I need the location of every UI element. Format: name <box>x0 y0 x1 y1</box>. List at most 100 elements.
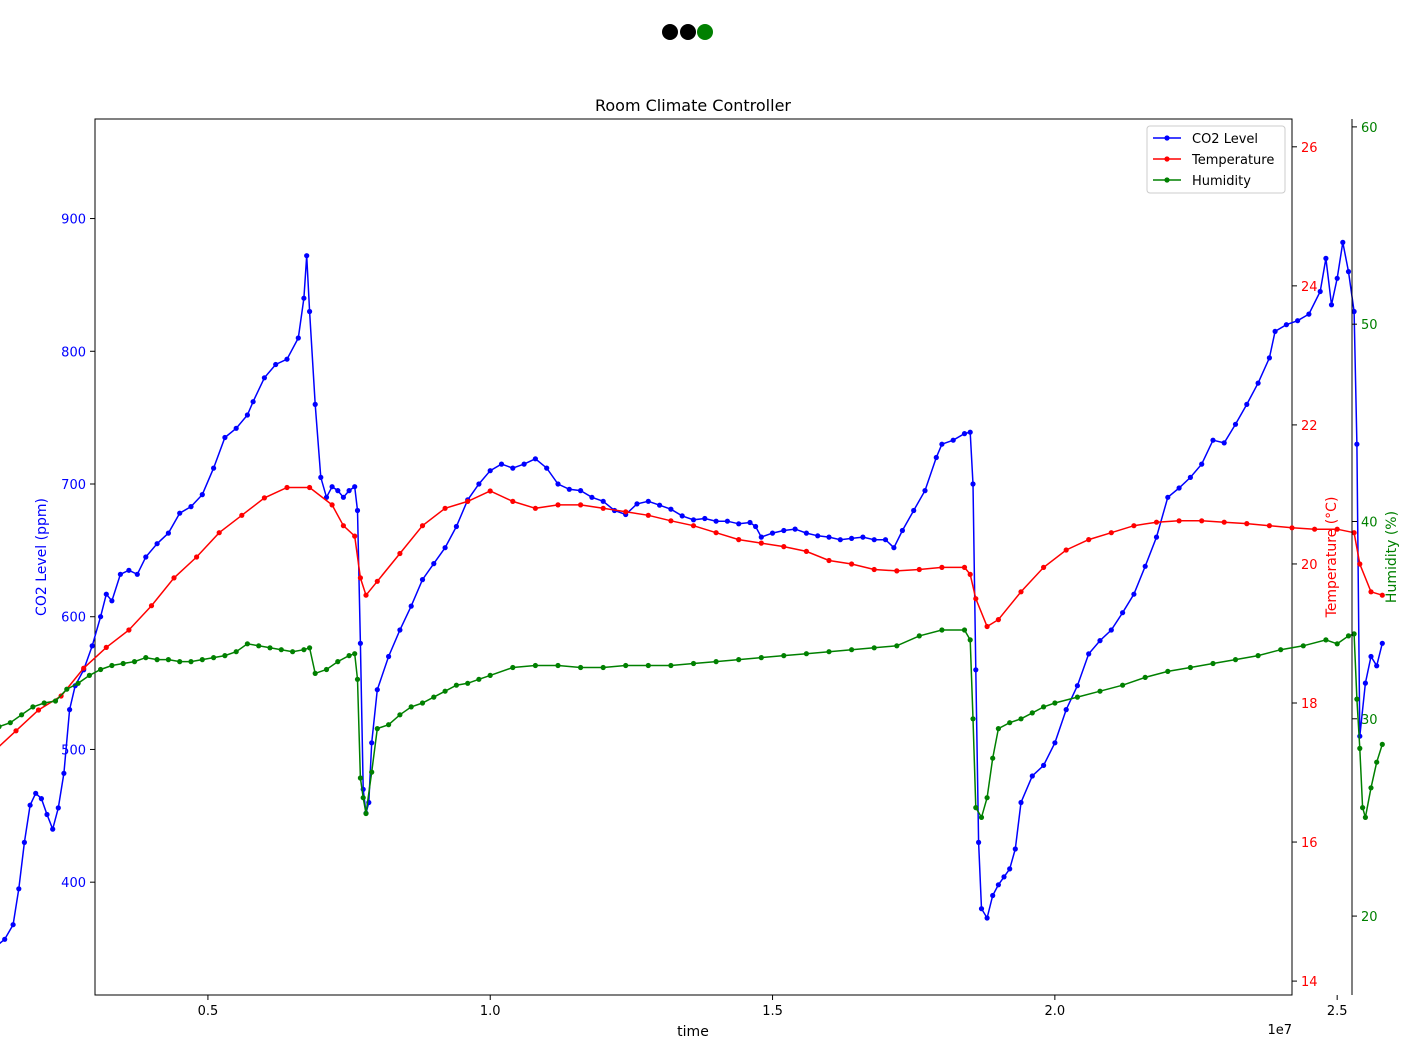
data-point-co2-69 <box>544 465 550 471</box>
data-point-co2-32 <box>250 399 256 405</box>
data-point-co2-149 <box>1328 302 1335 308</box>
data-point-temp-6 <box>126 627 132 633</box>
data-point-co2-28 <box>211 465 217 471</box>
data-point-temp-42 <box>871 566 877 573</box>
data-point-hum-15 <box>154 657 160 663</box>
data-point-hum-98 <box>1351 631 1357 637</box>
data-point-hum-89 <box>1187 664 1193 671</box>
data-point-co2-12 <box>67 707 73 713</box>
data-point-hum-55 <box>600 664 606 671</box>
data-point-hum-14 <box>143 655 149 661</box>
x-offset-label: 1e7 <box>1267 1023 1292 1038</box>
data-point-co2-109 <box>967 429 973 435</box>
data-point-hum-18 <box>188 659 194 665</box>
data-point-hum-104 <box>1374 759 1380 765</box>
data-point-hum-82 <box>1041 704 1047 710</box>
data-point-temp-43 <box>894 568 900 574</box>
data-point-temp-10 <box>216 530 222 536</box>
data-point-hum-70 <box>939 627 945 633</box>
temp-tick-label: 18 <box>1301 697 1318 712</box>
data-point-co2-79 <box>657 502 663 508</box>
data-point-co2-105 <box>933 454 939 461</box>
data-point-co2-42 <box>323 494 330 500</box>
data-point-co2-2 <box>10 922 16 928</box>
data-point-co2-100 <box>882 537 889 543</box>
series-line-co2 <box>0 242 1384 945</box>
data-point-co2-120 <box>1018 799 1024 806</box>
data-point-co2-159 <box>1379 640 1385 646</box>
data-point-co2-80 <box>668 506 674 512</box>
data-point-hum-81 <box>1029 710 1035 716</box>
data-point-co2-97 <box>849 535 855 542</box>
data-point-hum-28 <box>301 647 307 653</box>
data-point-co2-61 <box>453 523 459 530</box>
data-point-co2-145 <box>1295 318 1301 324</box>
data-point-co2-110 <box>970 481 976 487</box>
data-point-co2-60 <box>442 545 448 551</box>
data-point-co2-90 <box>769 530 776 536</box>
series-line-hum <box>0 629 1384 820</box>
data-point-hum-23 <box>244 641 250 647</box>
legend-entry-temp: Temperature <box>1191 153 1274 168</box>
data-point-temp-22 <box>419 523 426 529</box>
data-point-hum-35 <box>354 676 361 682</box>
data-point-hum-103 <box>1368 785 1374 791</box>
data-point-hum-27 <box>290 649 296 655</box>
data-point-temp-45 <box>939 564 945 571</box>
data-point-hum-2 <box>7 720 13 726</box>
data-point-co2-127 <box>1097 638 1103 644</box>
legend: CO2 Level Temperature Humidity <box>1146 125 1286 194</box>
data-point-co2-87 <box>747 519 753 526</box>
status-indicator-2 <box>680 24 696 40</box>
data-point-co2-16 <box>98 614 104 620</box>
data-point-co2-142 <box>1266 355 1272 361</box>
data-point-hum-62 <box>758 655 764 661</box>
data-point-co2-41 <box>318 474 324 480</box>
data-point-co2-147 <box>1317 288 1323 295</box>
data-point-hum-10 <box>98 666 104 673</box>
data-point-co2-65 <box>498 461 505 467</box>
data-point-co2-116 <box>995 882 1002 888</box>
data-point-co2-44 <box>335 488 341 494</box>
data-point-temp-56 <box>1131 523 1137 529</box>
data-point-co2-46 <box>346 488 352 494</box>
data-point-temp-62 <box>1266 523 1272 529</box>
data-point-co2-40 <box>312 401 318 407</box>
data-point-co2-43 <box>329 484 335 490</box>
data-point-hum-17 <box>177 659 183 665</box>
data-point-co2-138 <box>1221 440 1227 446</box>
data-point-hum-48 <box>465 680 471 686</box>
data-point-hum-65 <box>826 649 832 655</box>
data-point-co2-49 <box>357 640 363 646</box>
data-point-co2-95 <box>826 534 832 540</box>
data-point-hum-12 <box>120 660 126 667</box>
data-point-hum-42 <box>397 712 403 718</box>
data-point-hum-76 <box>984 795 990 801</box>
data-point-temp-67 <box>1357 561 1363 567</box>
data-point-hum-95 <box>1323 637 1329 643</box>
data-point-temp-35 <box>713 530 719 536</box>
series-line-temp <box>0 486 1383 747</box>
data-point-co2-151 <box>1340 239 1346 245</box>
data-point-temp-7 <box>148 603 155 609</box>
data-point-co2-112 <box>976 839 982 846</box>
data-point-hum-31 <box>323 666 330 673</box>
data-point-co2-125 <box>1074 683 1080 689</box>
data-point-hum-71 <box>961 627 968 633</box>
data-point-hum-26 <box>278 647 284 653</box>
data-point-co2-106 <box>939 441 945 447</box>
data-point-co2-31 <box>244 412 250 418</box>
data-point-co2-39 <box>307 308 313 315</box>
data-point-hum-93 <box>1278 647 1284 653</box>
data-point-co2-140 <box>1244 401 1250 407</box>
data-point-co2-6 <box>33 790 39 796</box>
data-point-hum-53 <box>555 662 561 669</box>
data-point-co2-74 <box>600 498 606 504</box>
data-point-hum-5 <box>41 700 47 706</box>
data-point-co2-63 <box>476 481 482 487</box>
data-point-temp-24 <box>465 498 471 504</box>
data-point-hum-41 <box>386 722 392 728</box>
data-point-hum-88 <box>1165 668 1171 675</box>
data-point-hum-16 <box>165 657 171 663</box>
data-point-co2-129 <box>1120 610 1126 616</box>
